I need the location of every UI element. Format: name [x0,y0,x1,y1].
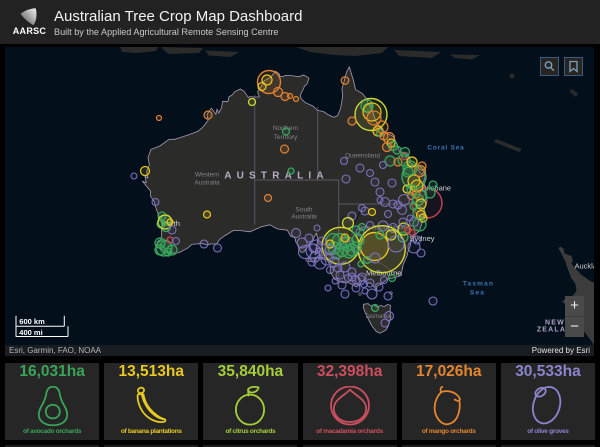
svg-text:Coral Sea: Coral Sea [427,144,464,151]
svg-text:Perth: Perth [162,219,180,228]
svg-text:Sydney: Sydney [410,234,435,243]
svg-text:South: South [296,207,313,214]
svg-text:Tasman: Tasman [463,281,494,288]
svg-text:New South Wales: New South Wales [357,225,409,232]
svg-text:Sea: Sea [470,290,485,297]
svg-text:Western: Western [195,172,219,179]
svg-text:600 km: 600 km [19,317,45,326]
svg-text:Queensland: Queensland [345,153,380,160]
svg-text:Australia: Australia [291,214,317,221]
svg-text:NEW: NEW [545,319,565,326]
svg-text:Australia: Australia [194,180,220,187]
svg-text:Auckland: Auckland [575,262,595,271]
svg-text:ZEALA: ZEALA [537,326,566,333]
svg-text:AUSTRALIA: AUSTRALIA [224,171,329,182]
svg-text:400 mi: 400 mi [19,328,42,337]
svg-text:Tasmania: Tasmania [365,314,391,320]
svg-text:Territory: Territory [274,134,298,141]
